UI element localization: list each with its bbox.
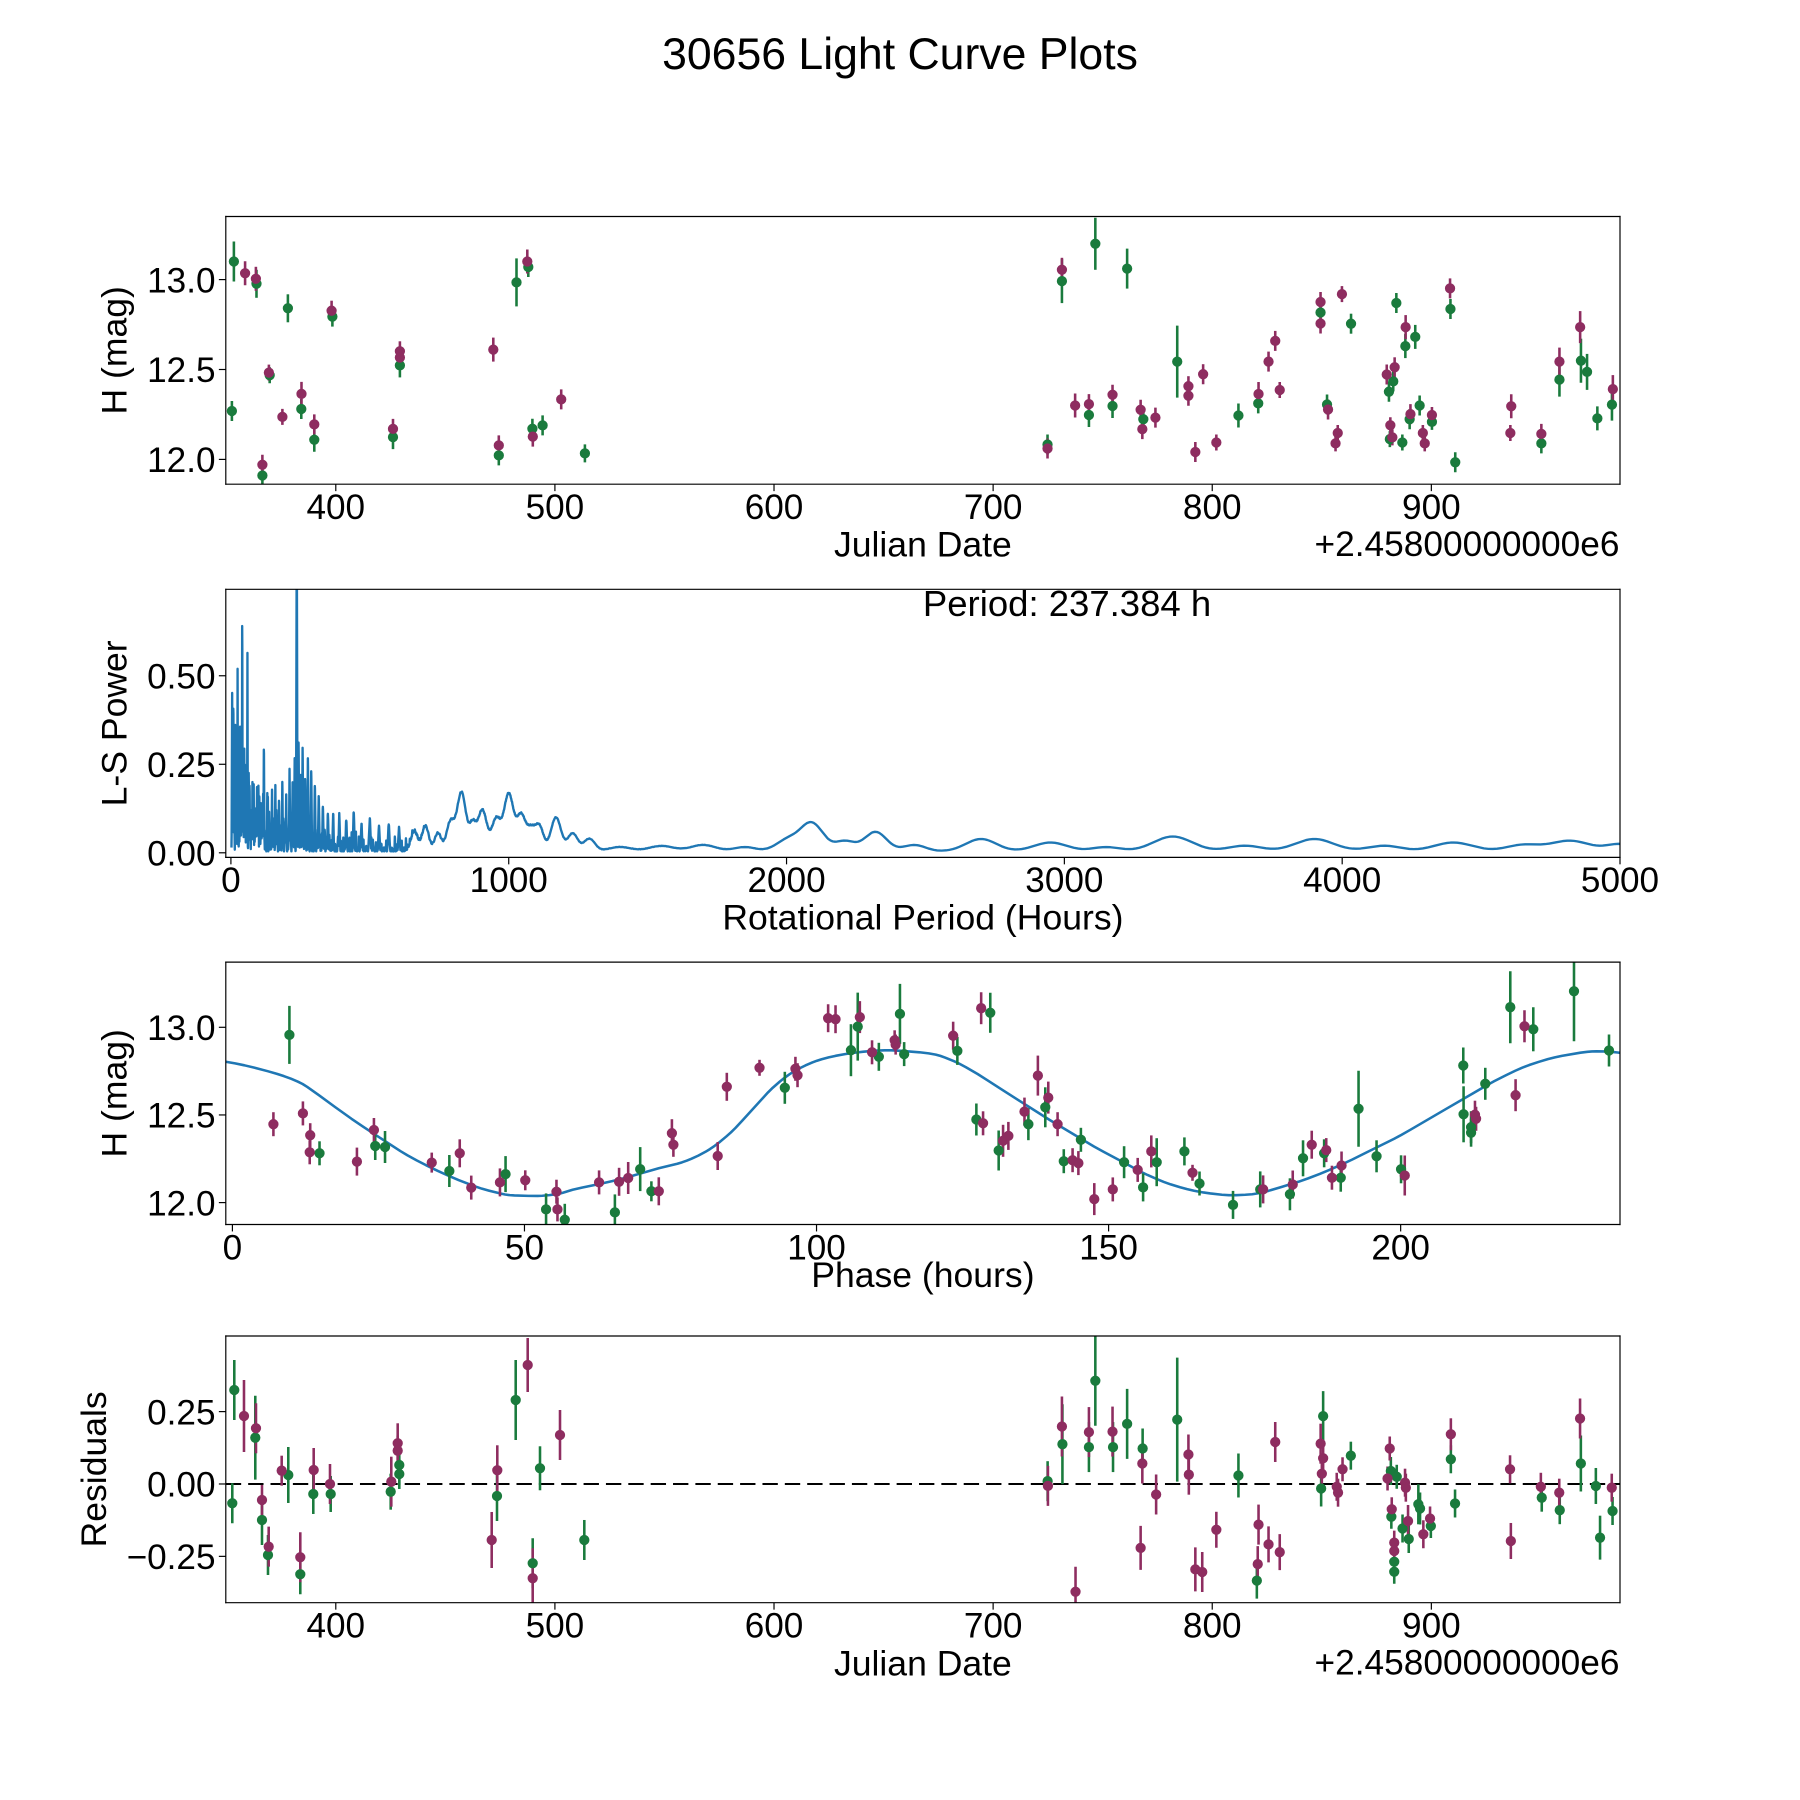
svg-text:0.25: 0.25 (147, 746, 215, 785)
svg-text:13.0: 13.0 (147, 261, 215, 300)
svg-text:L-S Power: L-S Power (95, 640, 135, 806)
svg-text:Period: 237.384 h: Period: 237.384 h (923, 583, 1211, 624)
svg-text:0: 0 (221, 861, 241, 900)
svg-text:800: 800 (1183, 488, 1242, 527)
svg-text:5000: 5000 (1581, 861, 1659, 900)
svg-text:Julian Date: Julian Date (834, 524, 1012, 564)
svg-text:500: 500 (526, 1606, 585, 1645)
svg-text:3000: 3000 (1025, 861, 1103, 900)
svg-text:100: 100 (787, 1228, 846, 1267)
svg-text:12.0: 12.0 (147, 441, 215, 480)
svg-text:12.5: 12.5 (147, 1097, 215, 1136)
svg-text:30656 Light Curve Plots: 30656 Light Curve Plots (662, 30, 1138, 79)
svg-text:0: 0 (223, 1228, 243, 1267)
svg-text:+2.45800000000e6: +2.45800000000e6 (1315, 1644, 1620, 1683)
svg-text:900: 900 (1402, 488, 1461, 527)
svg-text:13.0: 13.0 (147, 1009, 215, 1048)
svg-text:600: 600 (745, 488, 804, 527)
svg-text:700: 700 (964, 488, 1023, 527)
svg-text:150: 150 (1079, 1228, 1138, 1267)
svg-text:Julian Date: Julian Date (834, 1644, 1012, 1684)
svg-text:Phase (hours): Phase (hours) (811, 1255, 1034, 1295)
svg-text:2000: 2000 (747, 861, 825, 900)
svg-text:50: 50 (505, 1228, 544, 1267)
svg-text:0.00: 0.00 (147, 835, 215, 874)
svg-text:500: 500 (526, 488, 585, 527)
svg-text:200: 200 (1371, 1228, 1430, 1267)
svg-text:700: 700 (964, 1606, 1023, 1645)
svg-text:+2.45800000000e6: +2.45800000000e6 (1315, 525, 1620, 564)
svg-text:−0.25: −0.25 (127, 1538, 216, 1577)
svg-text:600: 600 (745, 1606, 804, 1645)
svg-text:400: 400 (306, 488, 365, 527)
svg-text:H (mag): H (mag) (95, 286, 135, 414)
svg-text:0.50: 0.50 (147, 657, 215, 696)
svg-text:Rotational Period (Hours): Rotational Period (Hours) (722, 898, 1123, 938)
svg-text:12.5: 12.5 (147, 351, 215, 390)
svg-text:0.00: 0.00 (147, 1466, 215, 1505)
svg-text:1000: 1000 (470, 861, 548, 900)
svg-text:4000: 4000 (1303, 861, 1381, 900)
svg-text:Residuals: Residuals (74, 1391, 114, 1547)
svg-text:800: 800 (1183, 1606, 1242, 1645)
svg-text:12.0: 12.0 (147, 1184, 215, 1223)
svg-text:400: 400 (306, 1606, 365, 1645)
svg-text:0.25: 0.25 (147, 1393, 215, 1432)
svg-text:900: 900 (1402, 1606, 1461, 1645)
svg-text:H (mag): H (mag) (95, 1029, 135, 1157)
